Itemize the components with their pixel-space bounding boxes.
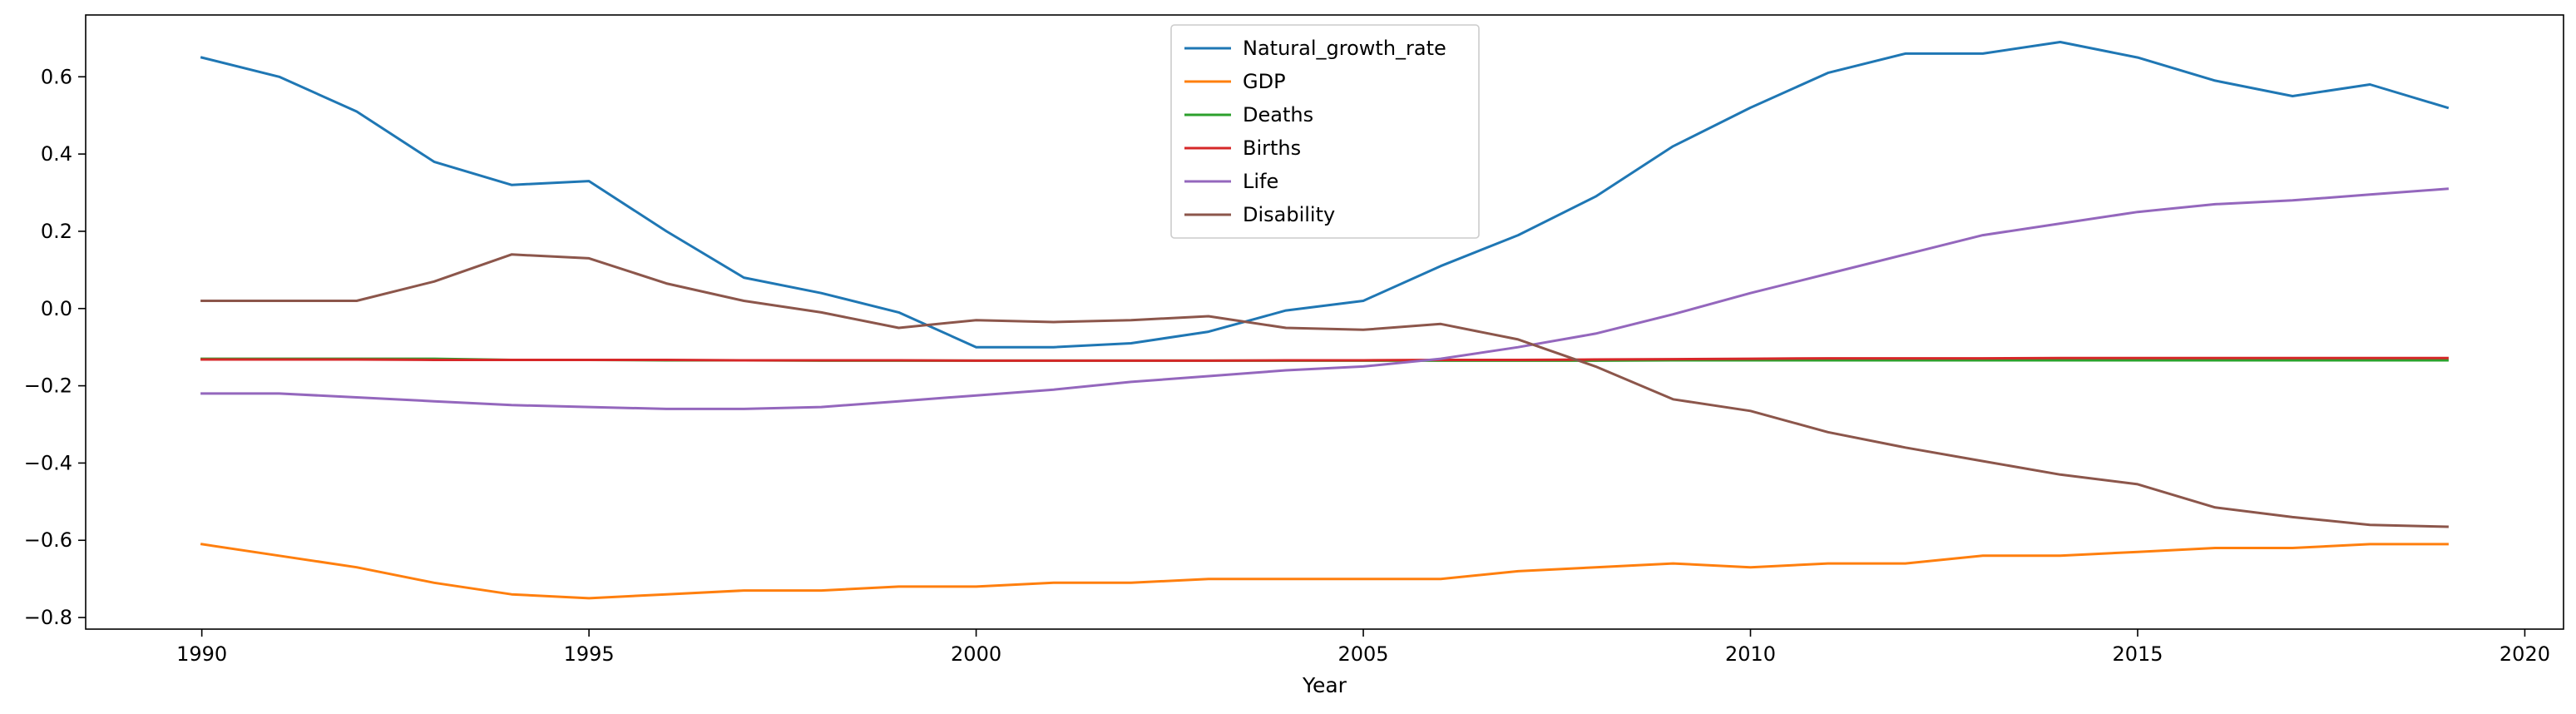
legend-entry-label: Disability — [1243, 203, 1335, 226]
plot-area — [85, 14, 2564, 630]
x-tick-label: 2000 — [951, 642, 1001, 666]
legend-entry-label: Deaths — [1243, 103, 1313, 126]
x-tick-label: 1995 — [564, 642, 615, 666]
y-tick-label: 0.2 — [41, 220, 72, 243]
series-line-disability — [200, 253, 2449, 528]
y-tick-label: 0.0 — [41, 297, 72, 320]
legend-entry-label: Life — [1243, 170, 1278, 193]
series-line-natural-growth-rate — [200, 41, 2450, 349]
x-tick-label: 2010 — [1725, 642, 1776, 666]
series-line-life — [200, 187, 2450, 410]
legend-entry-label: Births — [1243, 136, 1301, 160]
y-tick-label: 0.6 — [41, 65, 72, 88]
y-tick-label: −0.6 — [24, 528, 72, 552]
series-lines — [200, 41, 2450, 600]
x-axis-label: Year — [1302, 673, 1347, 697]
series-line-gdp — [200, 543, 2449, 600]
x-axis: 1990 1995 2000 2005 2010 2015 2020 — [176, 629, 2550, 666]
y-tick-label: −0.8 — [24, 606, 72, 629]
axes-frame — [85, 14, 2564, 630]
legend: Natural_growth_rate GDP Deaths Births Life Di… — [1170, 24, 1480, 239]
legend-entry-label: GDP — [1243, 70, 1286, 93]
y-tick-label: −0.4 — [24, 451, 72, 474]
x-tick-label: 2005 — [1338, 642, 1389, 666]
legend-entry-label: Natural_growth_rate — [1243, 37, 1446, 60]
x-tick-label: 2015 — [2112, 642, 2163, 666]
y-axis: −0.8 −0.6 −0.4 −0.2 0.0 0.2 0.4 0.6 — [24, 65, 86, 629]
legend-box — [1170, 24, 1480, 239]
series-line-births — [200, 356, 2449, 362]
x-tick-label: 2020 — [2499, 642, 2550, 666]
x-tick-label: 1990 — [176, 642, 227, 666]
y-tick-label: −0.2 — [24, 374, 72, 398]
y-tick-label: 0.4 — [41, 142, 72, 166]
